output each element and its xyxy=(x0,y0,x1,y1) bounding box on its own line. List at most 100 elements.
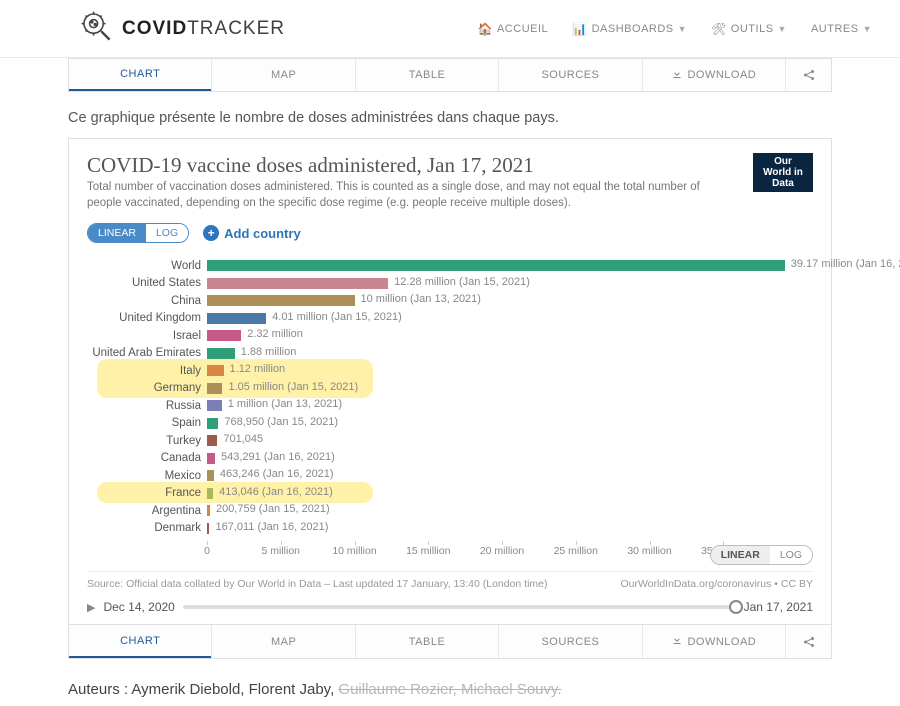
scale-toggle[interactable]: LINEARLOG xyxy=(87,223,189,243)
chart-subtitle: Total number of vaccination doses admini… xyxy=(87,180,727,211)
bar-row: World39.17 million (Jan 16, 2021) xyxy=(87,257,813,275)
nav-label: AUTRES xyxy=(811,23,859,35)
tab-table[interactable]: TABLE xyxy=(355,625,498,658)
bar[interactable] xyxy=(207,488,213,499)
bar-label: Italy xyxy=(87,365,207,377)
axis-tick-label: 10 million xyxy=(332,545,376,557)
bar[interactable] xyxy=(207,523,209,534)
nav-link-dashboards[interactable]: 📊DASHBOARDS▼ xyxy=(572,22,687,36)
bar[interactable] xyxy=(207,278,388,289)
scale-option-linear[interactable]: LINEAR xyxy=(711,546,770,564)
tab-chart[interactable]: CHART xyxy=(69,625,211,658)
bar-row: Italy1.12 million xyxy=(87,362,813,380)
tab-download[interactable]: DOWNLOAD xyxy=(642,59,785,91)
bar-value: 2.32 million xyxy=(247,328,303,340)
bar-row: Germany1.05 million (Jan 15, 2021) xyxy=(87,380,813,398)
bar-value: 1.05 million (Jan 15, 2021) xyxy=(228,381,358,393)
bar[interactable] xyxy=(207,348,235,359)
brand[interactable]: COVIDTRACKER xyxy=(80,10,285,47)
tab-sources[interactable]: SOURCES xyxy=(498,625,641,658)
chevron-down-icon: ▼ xyxy=(863,24,872,34)
tab-share[interactable] xyxy=(785,625,831,658)
tab-download[interactable]: DOWNLOAD xyxy=(642,625,785,658)
tab-share[interactable] xyxy=(785,59,831,91)
scale-option-linear[interactable]: LINEAR xyxy=(88,224,146,242)
bar-label: Israel xyxy=(87,330,207,342)
bar-row: Turkey 701,045 xyxy=(87,432,813,450)
bar-row: United Arab Emirates 1.88 million xyxy=(87,345,813,363)
bar-value: 4.01 million (Jan 15, 2021) xyxy=(272,311,402,323)
bar-row: Russia 1 million (Jan 13, 2021) xyxy=(87,397,813,415)
tab-chart[interactable]: CHART xyxy=(69,59,211,91)
nav-links: 🏠ACCUEIL📊DASHBOARDS▼🛠OUTILS▼AUTRES▼ xyxy=(478,22,872,36)
add-country-label: Add country xyxy=(224,226,301,241)
share-icon xyxy=(802,635,816,649)
tab-table[interactable]: TABLE xyxy=(355,59,498,91)
bar[interactable] xyxy=(207,453,215,464)
bar-row: United Kingdom 4.01 million (Jan 15, 2021… xyxy=(87,310,813,328)
bar[interactable] xyxy=(207,295,355,306)
nav-label: ACCUEIL xyxy=(497,23,548,35)
bar[interactable] xyxy=(207,418,218,429)
scale-option-log[interactable]: LOG xyxy=(770,546,812,564)
play-icon[interactable]: ▶ xyxy=(87,601,95,614)
axis-tick-label: 0 xyxy=(204,545,210,557)
scale-option-log[interactable]: LOG xyxy=(146,224,188,242)
bar[interactable] xyxy=(207,400,222,411)
download-icon xyxy=(671,634,683,649)
bar[interactable] xyxy=(207,313,266,324)
bar-value: 10 million (Jan 13, 2021) xyxy=(361,293,481,305)
tab-map[interactable]: MAP xyxy=(211,625,354,658)
bar[interactable] xyxy=(207,260,785,271)
bar[interactable] xyxy=(207,470,214,481)
bar-label: France xyxy=(87,487,207,499)
nav-link-autres[interactable]: AUTRES ▼ xyxy=(811,22,872,36)
chevron-down-icon: ▼ xyxy=(678,24,687,34)
bar-value: 39.17 million (Jan 16, 2021) xyxy=(791,258,900,270)
nav-label: OUTILS xyxy=(731,23,774,35)
bar[interactable] xyxy=(207,505,210,516)
bar-label: United States xyxy=(87,277,207,289)
bar-value: 1.88 million xyxy=(241,346,297,358)
bar-value: 768,950 (Jan 15, 2021) xyxy=(224,416,338,428)
share-icon xyxy=(802,68,816,82)
add-country-button[interactable]: + Add country xyxy=(203,225,301,241)
bar-label: Argentina xyxy=(87,505,207,517)
owid-badge: Our World in Data xyxy=(753,153,813,192)
bar-chart: World39.17 million (Jan 16, 2021) United … xyxy=(87,251,813,567)
bar-row: Spain768,950 (Jan 15, 2021) xyxy=(87,415,813,433)
axis-tick-label: 15 million xyxy=(406,545,450,557)
bar[interactable] xyxy=(207,330,241,341)
top-nav: COVIDTRACKER 🏠ACCUEIL📊DASHBOARDS▼🛠OUTILS… xyxy=(0,0,900,58)
bar[interactable] xyxy=(207,365,224,376)
bar-label: Russia xyxy=(87,400,207,412)
bar-label: United Kingdom xyxy=(87,312,207,324)
chart-panel: COVID-19 vaccine doses administered, Jan… xyxy=(68,138,832,659)
bar-label: United Arab Emirates xyxy=(87,347,207,359)
source-text: Source: Official data collated by Our Wo… xyxy=(87,578,548,590)
axis-tick-label: 5 million xyxy=(261,545,300,557)
timeline[interactable]: ▶ Dec 14, 2020 Jan 17, 2021 xyxy=(87,594,813,624)
bar-label: Denmark xyxy=(87,522,207,534)
axis-tick-label: 30 million xyxy=(627,545,671,557)
tab-sources[interactable]: SOURCES xyxy=(498,59,641,91)
bar-label: Canada xyxy=(87,452,207,464)
bar[interactable] xyxy=(207,435,217,446)
bar-label: Turkey xyxy=(87,435,207,447)
bar-value: 701,045 xyxy=(223,433,263,445)
chevron-down-icon: ▼ xyxy=(778,24,787,34)
timeline-thumb[interactable] xyxy=(729,600,743,614)
scale-toggle-right[interactable]: LINEARLOG xyxy=(710,545,813,565)
bar-row: Israel 2.32 million xyxy=(87,327,813,345)
bar-value: 167,011 (Jan 16, 2021) xyxy=(215,521,328,533)
axis-tick-label: 25 million xyxy=(554,545,598,557)
bar[interactable] xyxy=(207,383,222,394)
tab-map[interactable]: MAP xyxy=(211,59,354,91)
bar-label: World xyxy=(87,260,207,272)
bar-value: 200,759 (Jan 15, 2021) xyxy=(216,503,330,515)
nav-link-outils[interactable]: 🛠OUTILS▼ xyxy=(711,22,787,36)
bar-value: 1 million (Jan 13, 2021) xyxy=(228,398,342,410)
nav-link-accueil[interactable]: 🏠ACCUEIL xyxy=(478,22,549,36)
bar-value: 413,046 (Jan 16, 2021) xyxy=(219,486,333,498)
timeline-track[interactable] xyxy=(183,605,736,609)
